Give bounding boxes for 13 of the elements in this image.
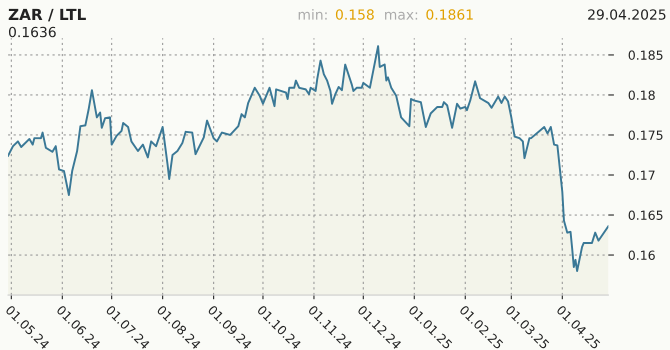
text: 0.1636 — [8, 26, 56, 38]
y-tick-label: 0.17 — [628, 170, 655, 180]
chart-title: ZAR / LTL — [8, 8, 86, 22]
chart-subtitle: 29.04.2025 — [588, 9, 666, 20]
y-tick-label: 0.185 — [628, 50, 662, 60]
text: min: — [298, 9, 327, 20]
y-tick-label: 0.175 — [628, 130, 662, 140]
text: 0.1861 — [426, 9, 473, 20]
y-tick-label: 0.16 — [628, 250, 655, 260]
text: 0.158 — [336, 9, 374, 20]
text: max: — [385, 12, 418, 20]
y-tick-label: 0.165 — [628, 210, 662, 220]
y-tick-label: 0.18 — [628, 90, 655, 100]
